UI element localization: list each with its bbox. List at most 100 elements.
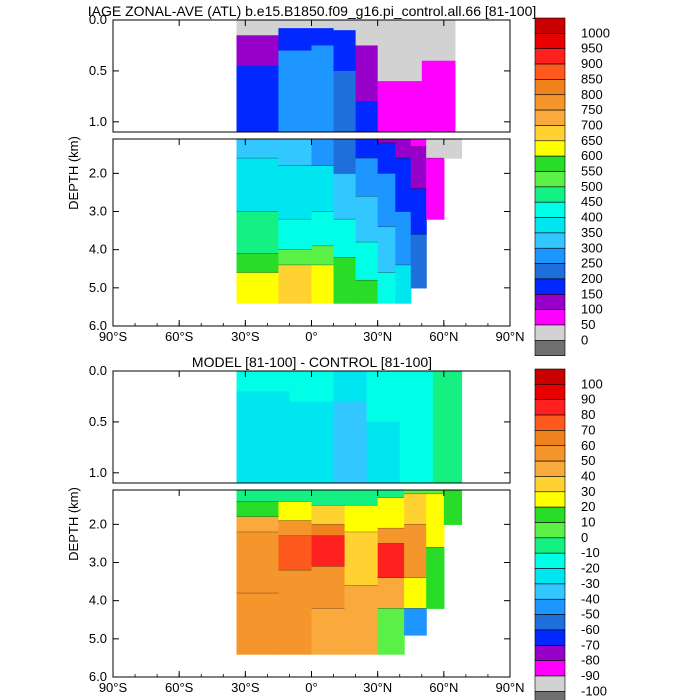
y-tick-label: 2.0 xyxy=(89,165,107,180)
colorbar-swatch xyxy=(534,340,566,357)
field-cell xyxy=(236,490,280,503)
x-tick-label: 60°N xyxy=(429,680,458,695)
field-cell xyxy=(278,264,313,304)
colorbar-label: 90 xyxy=(581,392,595,407)
colorbar-swatch xyxy=(534,293,566,310)
field-cell xyxy=(311,139,335,167)
colorbar-swatch xyxy=(534,491,566,508)
chart-title: IAGE ZONAL-AVE (ATL) b.e15.B1850.f09_g16… xyxy=(88,3,537,19)
field-cell xyxy=(333,70,357,132)
field-cell xyxy=(236,371,291,392)
field-cell xyxy=(410,234,427,289)
colorbar-swatch xyxy=(534,399,566,416)
field-cell xyxy=(278,28,313,52)
colorbar-label: 450 xyxy=(581,194,603,209)
field-cell xyxy=(355,280,379,304)
colorbar-swatch xyxy=(534,537,566,554)
colorbar-swatch xyxy=(534,309,566,326)
field-cell xyxy=(355,158,379,197)
colorbar-label: 60 xyxy=(581,438,595,453)
colorbar-swatch xyxy=(534,232,566,249)
colorbar-label: -60 xyxy=(581,622,600,637)
y-tick-label: 1.0 xyxy=(89,465,107,480)
colorbar-swatch xyxy=(534,94,566,111)
colorbar-label: 850 xyxy=(581,71,603,86)
y-tick-label: 3.0 xyxy=(89,555,107,570)
colorbar-swatch xyxy=(534,48,566,65)
field-cell xyxy=(344,490,379,506)
field-cell xyxy=(377,577,405,609)
colorbar-swatch xyxy=(534,598,566,615)
x-tick-label: 0° xyxy=(305,680,317,695)
field-cell xyxy=(333,20,357,31)
colorbar-swatch xyxy=(534,324,566,341)
field-cell xyxy=(311,45,335,132)
field-cell xyxy=(333,173,357,220)
field-cell xyxy=(311,211,335,247)
field-cell xyxy=(377,528,405,545)
field-cell xyxy=(311,165,335,213)
colorbar-label: -90 xyxy=(581,668,600,683)
field-cell xyxy=(344,505,379,533)
colorbar-label: 650 xyxy=(581,133,603,148)
colorbar-swatch xyxy=(534,278,566,295)
field-cell xyxy=(377,272,396,304)
y-tick-label: 5.0 xyxy=(89,280,107,295)
field-cell xyxy=(311,535,346,567)
upper-section-field xyxy=(236,20,456,132)
colorbar-label: -100 xyxy=(581,683,607,698)
field-cell xyxy=(399,371,434,483)
field-cell xyxy=(278,139,313,167)
colorbar-label: 950 xyxy=(581,41,603,56)
field-cell xyxy=(366,421,401,483)
colorbar-label: 50 xyxy=(581,317,595,332)
field-cell xyxy=(377,139,396,144)
colorbar-label: 100 xyxy=(581,302,603,317)
colorbar-label: 200 xyxy=(581,271,603,286)
axes: 90°S 60°S 30°S 0° 30°N 60°N 90°N 0.0 0.5 1.0 2.0 3.… xyxy=(89,363,525,695)
field-cell xyxy=(311,28,335,47)
field-cell xyxy=(236,211,280,255)
field-cell xyxy=(333,257,357,304)
x-tick-label: 60°S xyxy=(165,329,194,344)
colorbar-label: 350 xyxy=(581,225,603,240)
field-cell xyxy=(395,211,412,266)
colorbar-label: 40 xyxy=(581,468,595,483)
field-cell xyxy=(344,531,379,587)
colorbar-swatch xyxy=(534,17,566,34)
x-tick-label: 90°N xyxy=(495,329,524,344)
field-cell xyxy=(278,50,313,132)
x-tick-label: 30°N xyxy=(363,680,392,695)
colorbar-swatch xyxy=(534,445,566,462)
field-cell xyxy=(355,139,379,159)
field-cell xyxy=(333,30,357,72)
y-tick-label: 1.0 xyxy=(89,114,107,129)
colorbar-label: 550 xyxy=(581,164,603,179)
colorbar-label: -10 xyxy=(581,545,600,560)
colorbar-swatch xyxy=(534,63,566,80)
field-cell xyxy=(355,242,379,281)
field-cell xyxy=(236,253,280,274)
field-cell xyxy=(377,543,405,579)
field-cell xyxy=(443,139,463,159)
colorbar-label: 20 xyxy=(581,499,595,514)
field-cell xyxy=(333,371,368,403)
colorbar-label: 750 xyxy=(581,102,603,117)
field-cell xyxy=(236,501,280,518)
colorbar-label: 250 xyxy=(581,256,603,271)
x-tick-label: 90°N xyxy=(495,680,524,695)
colorbar-swatch xyxy=(534,522,566,539)
colorbar-swatch xyxy=(534,201,566,218)
colorbar-swatch xyxy=(534,140,566,157)
colorbar-label: 700 xyxy=(581,117,603,132)
field-cell xyxy=(426,139,445,159)
y-axis-label: DEPTH (km) xyxy=(66,136,81,210)
field-cell xyxy=(404,524,427,579)
y-tick-label: 4.0 xyxy=(89,593,107,608)
field-cell xyxy=(404,608,427,636)
colorbar-label: 300 xyxy=(581,240,603,255)
field-cell xyxy=(377,142,396,174)
field-cell xyxy=(421,60,456,132)
field-cell xyxy=(355,20,379,47)
